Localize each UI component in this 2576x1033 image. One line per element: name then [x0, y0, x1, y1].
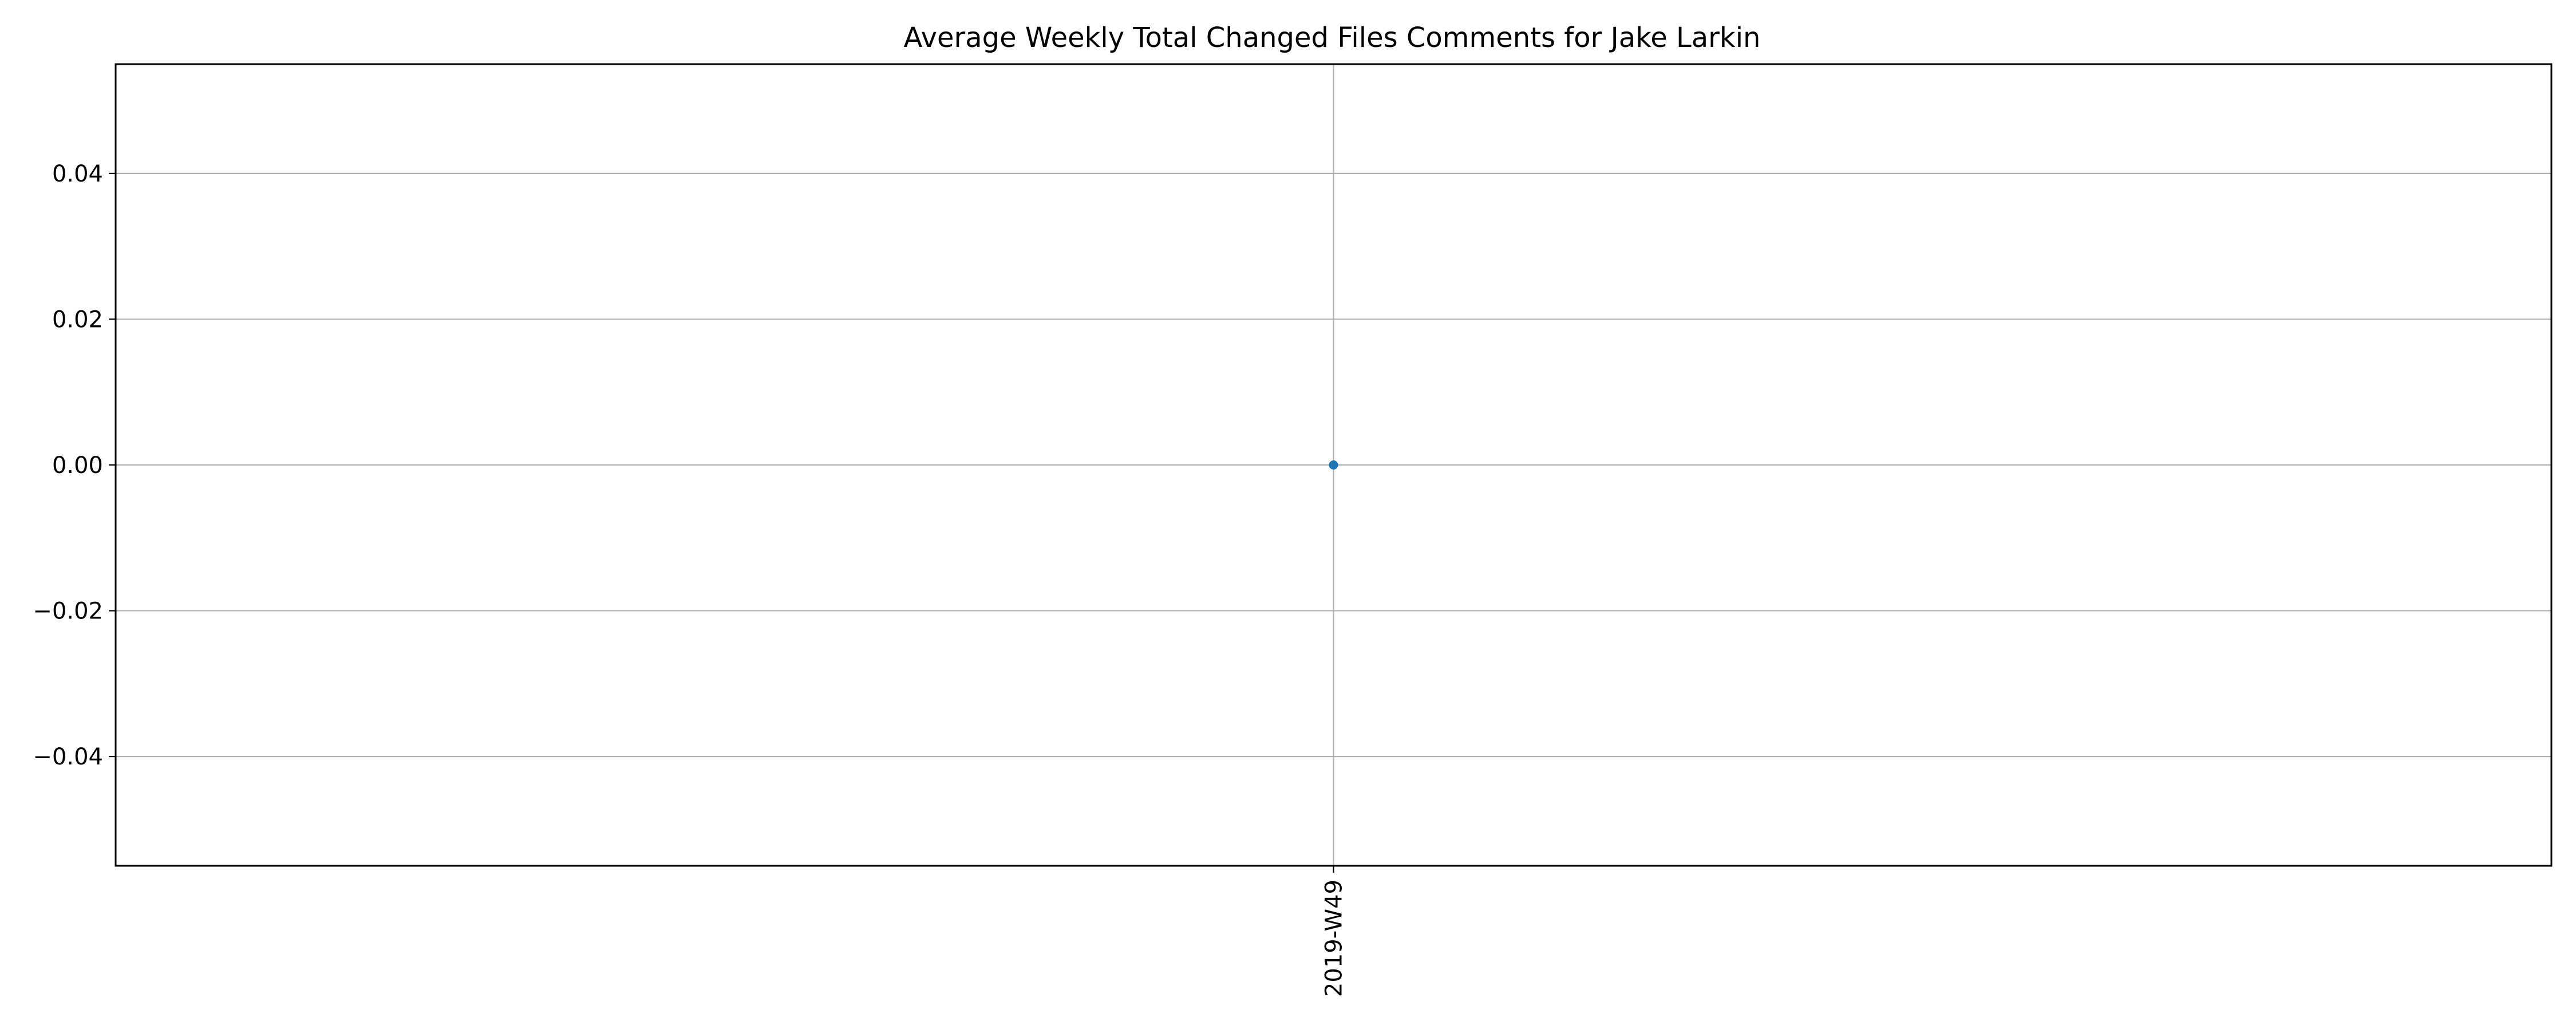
data-point: [1329, 460, 1338, 470]
chart-title: Average Weekly Total Changed Files Comme…: [904, 22, 1761, 54]
x-tick-label: 2019-W49: [1321, 880, 1348, 997]
y-axis: −0.04 −0.02 0.00 0.02 0.04: [33, 161, 116, 770]
data-marks: [1329, 460, 1338, 470]
x-axis: 2019-W49: [1321, 866, 1348, 997]
y-tick-label: 0.04: [52, 161, 103, 187]
y-tick-label: 0.02: [52, 306, 103, 333]
y-tick-label: 0.00: [52, 452, 103, 479]
y-tick-label: −0.02: [33, 598, 103, 625]
y-tick-label: −0.04: [33, 744, 103, 770]
